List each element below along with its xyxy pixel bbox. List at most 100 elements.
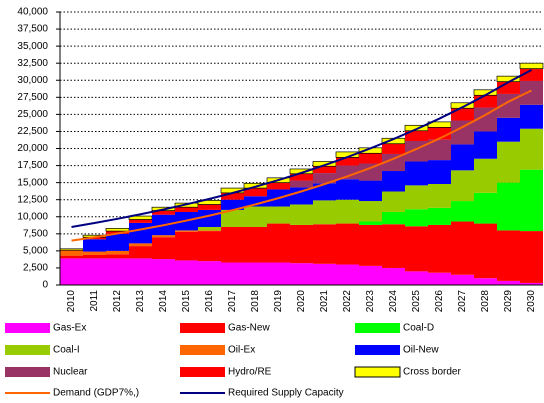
bar-segment — [451, 108, 474, 121]
bar-segment — [497, 230, 520, 281]
y-tick-label: 22,500 — [17, 126, 48, 137]
bar-segment — [336, 179, 359, 200]
y-tick-label: 40,000 — [17, 7, 48, 18]
x-tick-label: 2014 — [158, 290, 169, 313]
bar-segment — [244, 206, 267, 227]
legend-label: Cross border — [403, 367, 461, 378]
bar-segment — [267, 182, 290, 190]
legend-label: Coal-D — [403, 323, 434, 334]
legend-label: Demand (GDP7%,) — [53, 388, 139, 399]
x-tick-label: 2022 — [342, 290, 353, 313]
bar-segment — [451, 274, 474, 285]
legend-swatch — [180, 345, 225, 355]
bar-segment — [83, 258, 106, 285]
y-tick-label: 30,000 — [17, 75, 48, 86]
bar-segment — [497, 280, 520, 285]
bar-segment — [152, 210, 175, 215]
x-tick-label: 2017 — [227, 290, 238, 313]
legend-label: Coal-I — [53, 345, 80, 356]
bar-segment — [290, 187, 313, 205]
bar-segment — [152, 235, 175, 238]
bar-segment — [60, 255, 83, 259]
y-tick-label: 17,500 — [17, 160, 48, 171]
bar-segment — [175, 230, 198, 232]
bar-segment — [221, 192, 244, 200]
x-tick-label: 2027 — [457, 290, 468, 313]
bar-segment — [520, 282, 543, 285]
legend-label: Required Supply Capacity — [228, 388, 344, 399]
x-tick-label: 2016 — [204, 290, 215, 313]
bar-segment — [428, 183, 451, 208]
bar-segment — [520, 128, 543, 170]
bar-segment — [428, 272, 451, 285]
bar-segment — [198, 231, 221, 262]
bar-segment — [405, 161, 428, 186]
y-tick-label: 35,000 — [17, 41, 48, 52]
bar-segment — [382, 171, 405, 192]
x-tick-label: 2010 — [66, 290, 77, 313]
bar-segment — [198, 209, 221, 227]
bar-segment — [129, 258, 152, 285]
x-tick-label: 2015 — [181, 290, 192, 313]
bar-segment — [428, 224, 451, 273]
x-tick-label: 2030 — [526, 290, 537, 313]
x-tick-label: 2013 — [135, 290, 146, 313]
bar-segment — [198, 230, 221, 232]
bar-segment — [313, 183, 336, 201]
x-tick-label: 2025 — [411, 290, 422, 313]
legend-swatch — [355, 345, 400, 355]
legend-swatch — [180, 323, 225, 333]
bar-segment — [175, 207, 198, 212]
legend-label: Nuclear — [53, 367, 88, 378]
bar-segment — [519, 62, 544, 69]
x-tick-label: 2026 — [434, 290, 445, 313]
bar-segment — [152, 237, 175, 260]
bar-segment — [83, 254, 106, 259]
legend-swatch — [354, 366, 401, 378]
bar-segment — [336, 157, 359, 166]
bar-segment — [474, 158, 497, 193]
bar-segment — [428, 139, 451, 161]
bar-segment — [520, 68, 543, 81]
bar-segment — [428, 207, 451, 225]
bar-segment — [405, 226, 428, 272]
legend-label: Gas-Ex — [53, 323, 86, 334]
bar-segment — [313, 224, 336, 264]
bar-segment — [290, 263, 313, 285]
bar-segment — [405, 130, 428, 141]
bar-segment — [497, 117, 520, 142]
bar-segment — [129, 243, 152, 247]
x-tick-label: 2029 — [503, 290, 514, 313]
bar-segment — [175, 231, 198, 261]
bar-segment — [520, 80, 543, 105]
bar-segment — [221, 262, 244, 285]
bar-segment — [83, 237, 106, 240]
y-tick-label: 0 — [42, 280, 48, 291]
bar-segment — [106, 250, 129, 255]
bar-segment — [290, 180, 313, 188]
bar-segment — [83, 251, 106, 255]
y-tick-label: 20,000 — [17, 143, 48, 154]
line-series — [71, 89, 532, 242]
y-tick-label: 27,500 — [17, 92, 48, 103]
bar-segment — [497, 182, 520, 231]
bar-segment — [359, 163, 382, 181]
bar-segment — [405, 209, 428, 227]
bar-segment — [198, 226, 221, 231]
bar-segment — [106, 254, 129, 259]
legend-label: Oil-New — [403, 345, 439, 356]
y-tick-label: 10,000 — [17, 211, 48, 222]
bar-segment — [382, 191, 405, 212]
x-tick-label: 2012 — [112, 290, 123, 313]
bar-segment — [106, 258, 129, 285]
bar-segment — [313, 166, 336, 174]
bar-segment — [59, 248, 84, 251]
bar-segment — [451, 170, 474, 202]
x-tick-label: 2028 — [480, 290, 491, 313]
bar-segment — [313, 200, 336, 225]
bar-segment — [451, 144, 474, 171]
bar-segment — [382, 153, 405, 172]
line-series — [71, 69, 532, 228]
bar-segment — [359, 153, 382, 164]
